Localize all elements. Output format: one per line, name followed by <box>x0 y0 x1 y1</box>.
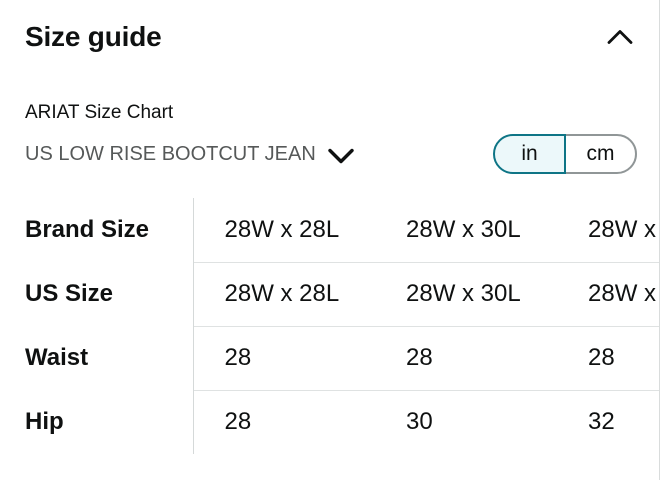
unit-in-label: in <box>521 142 538 165</box>
style-dropdown[interactable]: US LOW RISE BOOTCUT JEAN <box>25 142 354 166</box>
row-label: Hip <box>25 390 194 454</box>
table-row: Brand Size 28W x 28L 28W x 30L 28W x <box>25 198 659 263</box>
table-cell: 28 <box>193 326 375 391</box>
size-table: Brand Size 28W x 28L 28W x 30L 28W x US … <box>25 198 659 454</box>
table-cell: 28 <box>557 326 659 391</box>
collapse-button[interactable] <box>603 24 637 50</box>
table-cell: 28W x 28L <box>193 262 375 327</box>
table-cell: 28W x <box>557 198 659 263</box>
brand-chart-label: ARIAT Size Chart <box>25 102 174 123</box>
table-row: US Size 28W x 28L 28W x 30L 28W x <box>25 262 659 327</box>
table-cell: 30 <box>406 408 433 436</box>
table-row: Waist 28 28 28 <box>25 326 659 391</box>
unit-toggle-cm[interactable]: cm <box>564 134 637 174</box>
unit-cm-label: cm <box>586 142 615 165</box>
unit-toggle-in[interactable]: in <box>493 134 566 174</box>
panel-header: Size guide <box>0 0 659 54</box>
table-cell: 28W x <box>557 262 659 327</box>
style-dropdown-value: US LOW RISE BOOTCUT JEAN <box>25 143 316 165</box>
table-cell: 28 <box>224 408 252 436</box>
page-title: Size guide <box>25 21 162 52</box>
chevron-up-icon <box>607 29 633 45</box>
size-table-wrapper: Brand Size 28W x 28L 28W x 30L 28W x US … <box>0 198 659 454</box>
table-cell: 28W x 30L <box>375 262 557 327</box>
unit-toggle: in cm <box>493 134 637 174</box>
table-cell: 28 <box>375 326 557 391</box>
table-cell: 32 <box>588 408 615 436</box>
table-row: Hip 28 30 32 <box>25 390 659 454</box>
selector-row: US LOW RISE BOOTCUT JEAN in cm <box>0 134 659 174</box>
table-cell: 28W x 30L <box>375 198 557 263</box>
table-cell: 28W x 28L <box>193 198 375 263</box>
row-label: Brand Size <box>25 198 194 262</box>
chevron-down-icon <box>328 148 354 164</box>
row-label: US Size <box>25 262 194 326</box>
row-label: Waist <box>25 326 194 390</box>
